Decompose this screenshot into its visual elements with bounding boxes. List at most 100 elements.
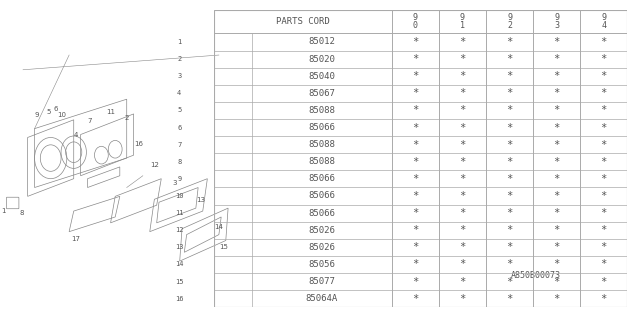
Text: 4: 4 [177,90,181,96]
Text: PARTS CORD: PARTS CORD [276,17,330,26]
Text: 11: 11 [106,109,115,115]
Text: *: * [506,140,513,150]
Text: *: * [506,54,513,64]
Text: 85056: 85056 [308,260,335,269]
Text: *: * [554,208,560,218]
Text: *: * [506,260,513,269]
Text: *: * [460,54,466,64]
Text: *: * [554,140,560,150]
Text: *: * [460,191,466,201]
Text: *: * [460,105,466,116]
Text: 85040: 85040 [308,72,335,81]
Text: *: * [412,208,419,218]
Text: *: * [506,88,513,98]
Text: *: * [412,294,419,304]
Text: *: * [460,157,466,167]
Text: *: * [600,157,607,167]
Text: 85088: 85088 [308,157,335,166]
Text: *: * [460,260,466,269]
Text: *: * [600,191,607,201]
Text: 9: 9 [35,112,39,118]
Text: *: * [506,225,513,235]
Text: *: * [506,37,513,47]
Text: 2: 2 [125,115,129,121]
Text: *: * [412,88,419,98]
Text: *: * [554,88,560,98]
Text: 12: 12 [175,227,184,233]
Text: *: * [460,37,466,47]
Text: 85088: 85088 [308,140,335,149]
Text: 10: 10 [175,193,184,199]
Text: *: * [460,242,466,252]
Text: *: * [412,242,419,252]
Text: 17: 17 [72,236,81,242]
Text: *: * [506,123,513,132]
Text: A850B00073: A850B00073 [511,271,561,280]
Text: *: * [412,225,419,235]
Text: *: * [412,191,419,201]
Text: *: * [460,276,466,286]
Text: 9
0: 9 0 [413,13,418,30]
Text: *: * [600,225,607,235]
Text: *: * [554,225,560,235]
Text: 85067: 85067 [308,89,335,98]
Text: 9
3: 9 3 [554,13,559,30]
Text: 12: 12 [150,162,159,168]
Text: 5: 5 [177,108,181,113]
Text: 14: 14 [214,224,223,230]
Text: 1: 1 [1,208,6,213]
Text: *: * [600,276,607,286]
Text: *: * [600,37,607,47]
Text: *: * [554,276,560,286]
Text: *: * [460,88,466,98]
Text: 85020: 85020 [308,55,335,64]
Text: *: * [554,157,560,167]
Text: 10: 10 [58,112,67,118]
Text: *: * [506,105,513,116]
Text: 15: 15 [219,244,228,250]
Text: *: * [554,242,560,252]
Text: 85066: 85066 [308,123,335,132]
Text: *: * [506,174,513,184]
Text: *: * [506,276,513,286]
Text: *: * [412,260,419,269]
Text: *: * [506,71,513,81]
Text: *: * [460,294,466,304]
Text: 85066: 85066 [308,174,335,183]
Text: *: * [506,242,513,252]
Text: 9: 9 [177,176,181,182]
Text: *: * [600,294,607,304]
Text: 85066: 85066 [308,191,335,200]
Text: 8: 8 [177,159,181,165]
Text: *: * [506,157,513,167]
Text: 2: 2 [177,56,181,62]
Text: *: * [600,174,607,184]
Text: *: * [554,37,560,47]
Text: 11: 11 [175,210,184,216]
Text: *: * [412,105,419,116]
Text: *: * [554,191,560,201]
Text: 9
4: 9 4 [601,13,606,30]
Text: 3: 3 [177,73,181,79]
Text: *: * [412,71,419,81]
Text: 85026: 85026 [308,226,335,235]
Text: 16: 16 [134,141,143,147]
Text: *: * [600,54,607,64]
Text: *: * [554,54,560,64]
Text: *: * [554,260,560,269]
Text: 3: 3 [173,180,177,186]
Text: *: * [460,71,466,81]
Text: *: * [412,276,419,286]
Text: 7: 7 [88,118,92,124]
Text: *: * [600,123,607,132]
Text: *: * [460,208,466,218]
Text: *: * [554,71,560,81]
Text: 16: 16 [175,296,184,302]
Text: 4: 4 [74,132,78,139]
Text: *: * [600,71,607,81]
Text: 6: 6 [53,106,58,112]
Text: *: * [460,123,466,132]
Text: *: * [460,174,466,184]
Text: *: * [554,123,560,132]
Text: 85026: 85026 [308,243,335,252]
